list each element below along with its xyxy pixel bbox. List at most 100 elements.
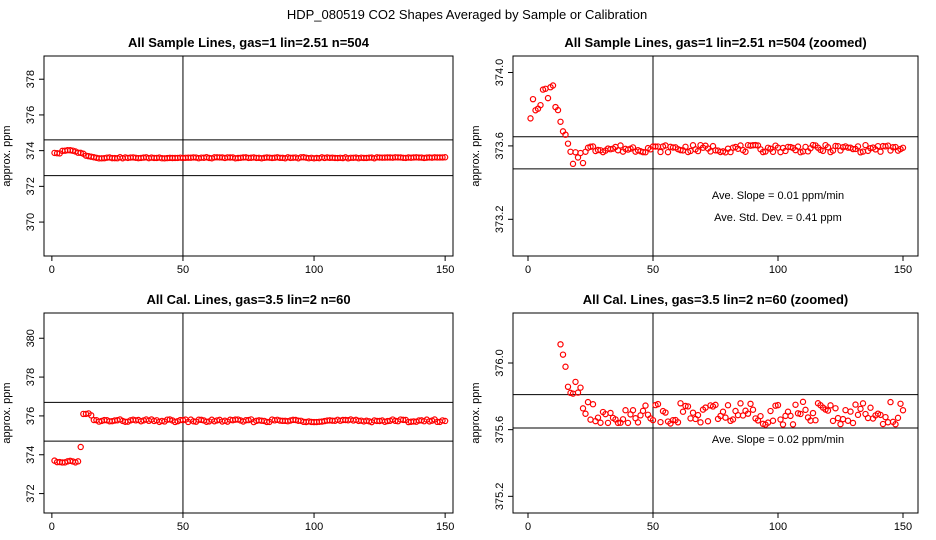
y-tick-label: 370 <box>25 213 37 231</box>
data-point <box>877 411 884 419</box>
y-tick-label: 375.2 <box>494 483 506 511</box>
data-point <box>263 418 271 426</box>
data-point <box>882 413 889 421</box>
data-point <box>724 402 732 409</box>
data-point <box>597 419 604 426</box>
data-point <box>687 415 694 422</box>
data-point <box>689 409 697 416</box>
data-point <box>759 148 767 156</box>
x-tick-label: 100 <box>305 521 323 533</box>
data-point <box>829 417 837 425</box>
data-point <box>777 416 784 423</box>
plot-frame <box>512 312 919 514</box>
y-tick-label: 374 <box>25 446 37 464</box>
data-point <box>809 141 817 149</box>
data-point <box>677 146 684 154</box>
data-point <box>662 409 669 416</box>
data-point <box>789 421 797 428</box>
data-point <box>579 159 587 167</box>
data-point <box>824 144 832 151</box>
x-tick-label: 100 <box>769 264 787 276</box>
data-point <box>679 408 687 415</box>
figure-title: HDP_080519 CO2 Shapes Averaged by Sample… <box>287 7 647 22</box>
y-tick-label: 376 <box>25 407 37 425</box>
data-point <box>719 408 727 415</box>
plot-frame <box>512 55 919 257</box>
data-point <box>797 410 804 418</box>
data-point <box>802 406 809 414</box>
data-point <box>702 404 709 411</box>
y-axis-label: approx. ppm <box>1 125 13 186</box>
data-point <box>862 141 869 149</box>
data-point <box>619 416 627 423</box>
panel-title: All Cal. Lines, gas=3.5 lin=2 n=60 (zoom… <box>583 292 849 307</box>
y-tick-label: 378 <box>25 368 37 386</box>
data-point <box>752 141 759 149</box>
data-point <box>877 148 884 155</box>
data-point <box>819 147 827 155</box>
x-tick-label: 100 <box>305 264 323 276</box>
data-point <box>53 150 61 157</box>
data-point <box>772 402 779 409</box>
data-point <box>577 384 584 391</box>
data-point <box>179 416 187 424</box>
data-point <box>589 401 597 408</box>
data-point <box>527 115 534 122</box>
data-point <box>441 154 449 161</box>
data-point <box>774 401 782 409</box>
data-point <box>824 407 832 414</box>
data-point <box>829 147 837 154</box>
data-point <box>722 414 729 421</box>
data-point <box>682 402 689 410</box>
data-point <box>77 443 84 451</box>
data-point <box>439 417 446 424</box>
data-point <box>742 148 749 155</box>
data-point <box>737 142 744 149</box>
data-point <box>779 421 787 428</box>
data-point <box>557 118 564 125</box>
data-point <box>799 398 807 406</box>
data-point <box>574 389 582 396</box>
data-point <box>897 400 904 407</box>
data-point <box>562 131 569 138</box>
data-point <box>859 400 867 407</box>
x-tick-label: 150 <box>436 521 454 533</box>
data-point <box>557 341 564 348</box>
y-axis-label: approx. ppm <box>470 125 482 186</box>
data-point <box>812 417 819 424</box>
panel-title: All Cal. Lines, gas=3.5 lin=2 n=60 <box>146 292 350 307</box>
data-point <box>849 419 857 427</box>
y-tick-label: 373.2 <box>494 206 506 234</box>
std-dev-annotation: Ave. Std. Dev. = 0.41 ppm <box>714 212 842 224</box>
panel-cal-lines: All Cal. Lines, gas=3.5 lin=2 n=60 appro… <box>1 292 454 533</box>
y-axis-label: approx. ppm <box>1 382 13 443</box>
data-point <box>577 149 584 157</box>
data-point <box>594 414 602 421</box>
data-point <box>544 94 552 102</box>
panel-sample-lines-zoomed: All Sample Lines, gas=1 lin=2.51 n=504 (… <box>470 35 919 276</box>
data-point <box>794 143 802 150</box>
data-point <box>832 142 839 150</box>
data-point <box>564 383 572 391</box>
data-point <box>844 417 852 424</box>
data-point <box>74 458 82 465</box>
x-tick-label: 50 <box>647 521 659 533</box>
data-point <box>827 402 834 409</box>
y-tick-label: 376.0 <box>494 349 506 377</box>
x-tick-label: 0 <box>525 521 531 533</box>
data-point <box>682 143 689 150</box>
data-point <box>842 406 849 414</box>
data-point <box>399 416 407 424</box>
data-point <box>559 351 567 358</box>
data-point <box>787 412 794 420</box>
data-point <box>582 410 589 417</box>
data-point <box>729 416 737 423</box>
data-point <box>889 144 897 151</box>
data-point <box>554 106 562 114</box>
data-point <box>852 401 859 408</box>
data-point <box>567 148 574 155</box>
data-point <box>864 414 872 422</box>
x-tick-label: 150 <box>436 264 454 276</box>
data-point <box>426 418 433 425</box>
data-point <box>749 406 757 413</box>
